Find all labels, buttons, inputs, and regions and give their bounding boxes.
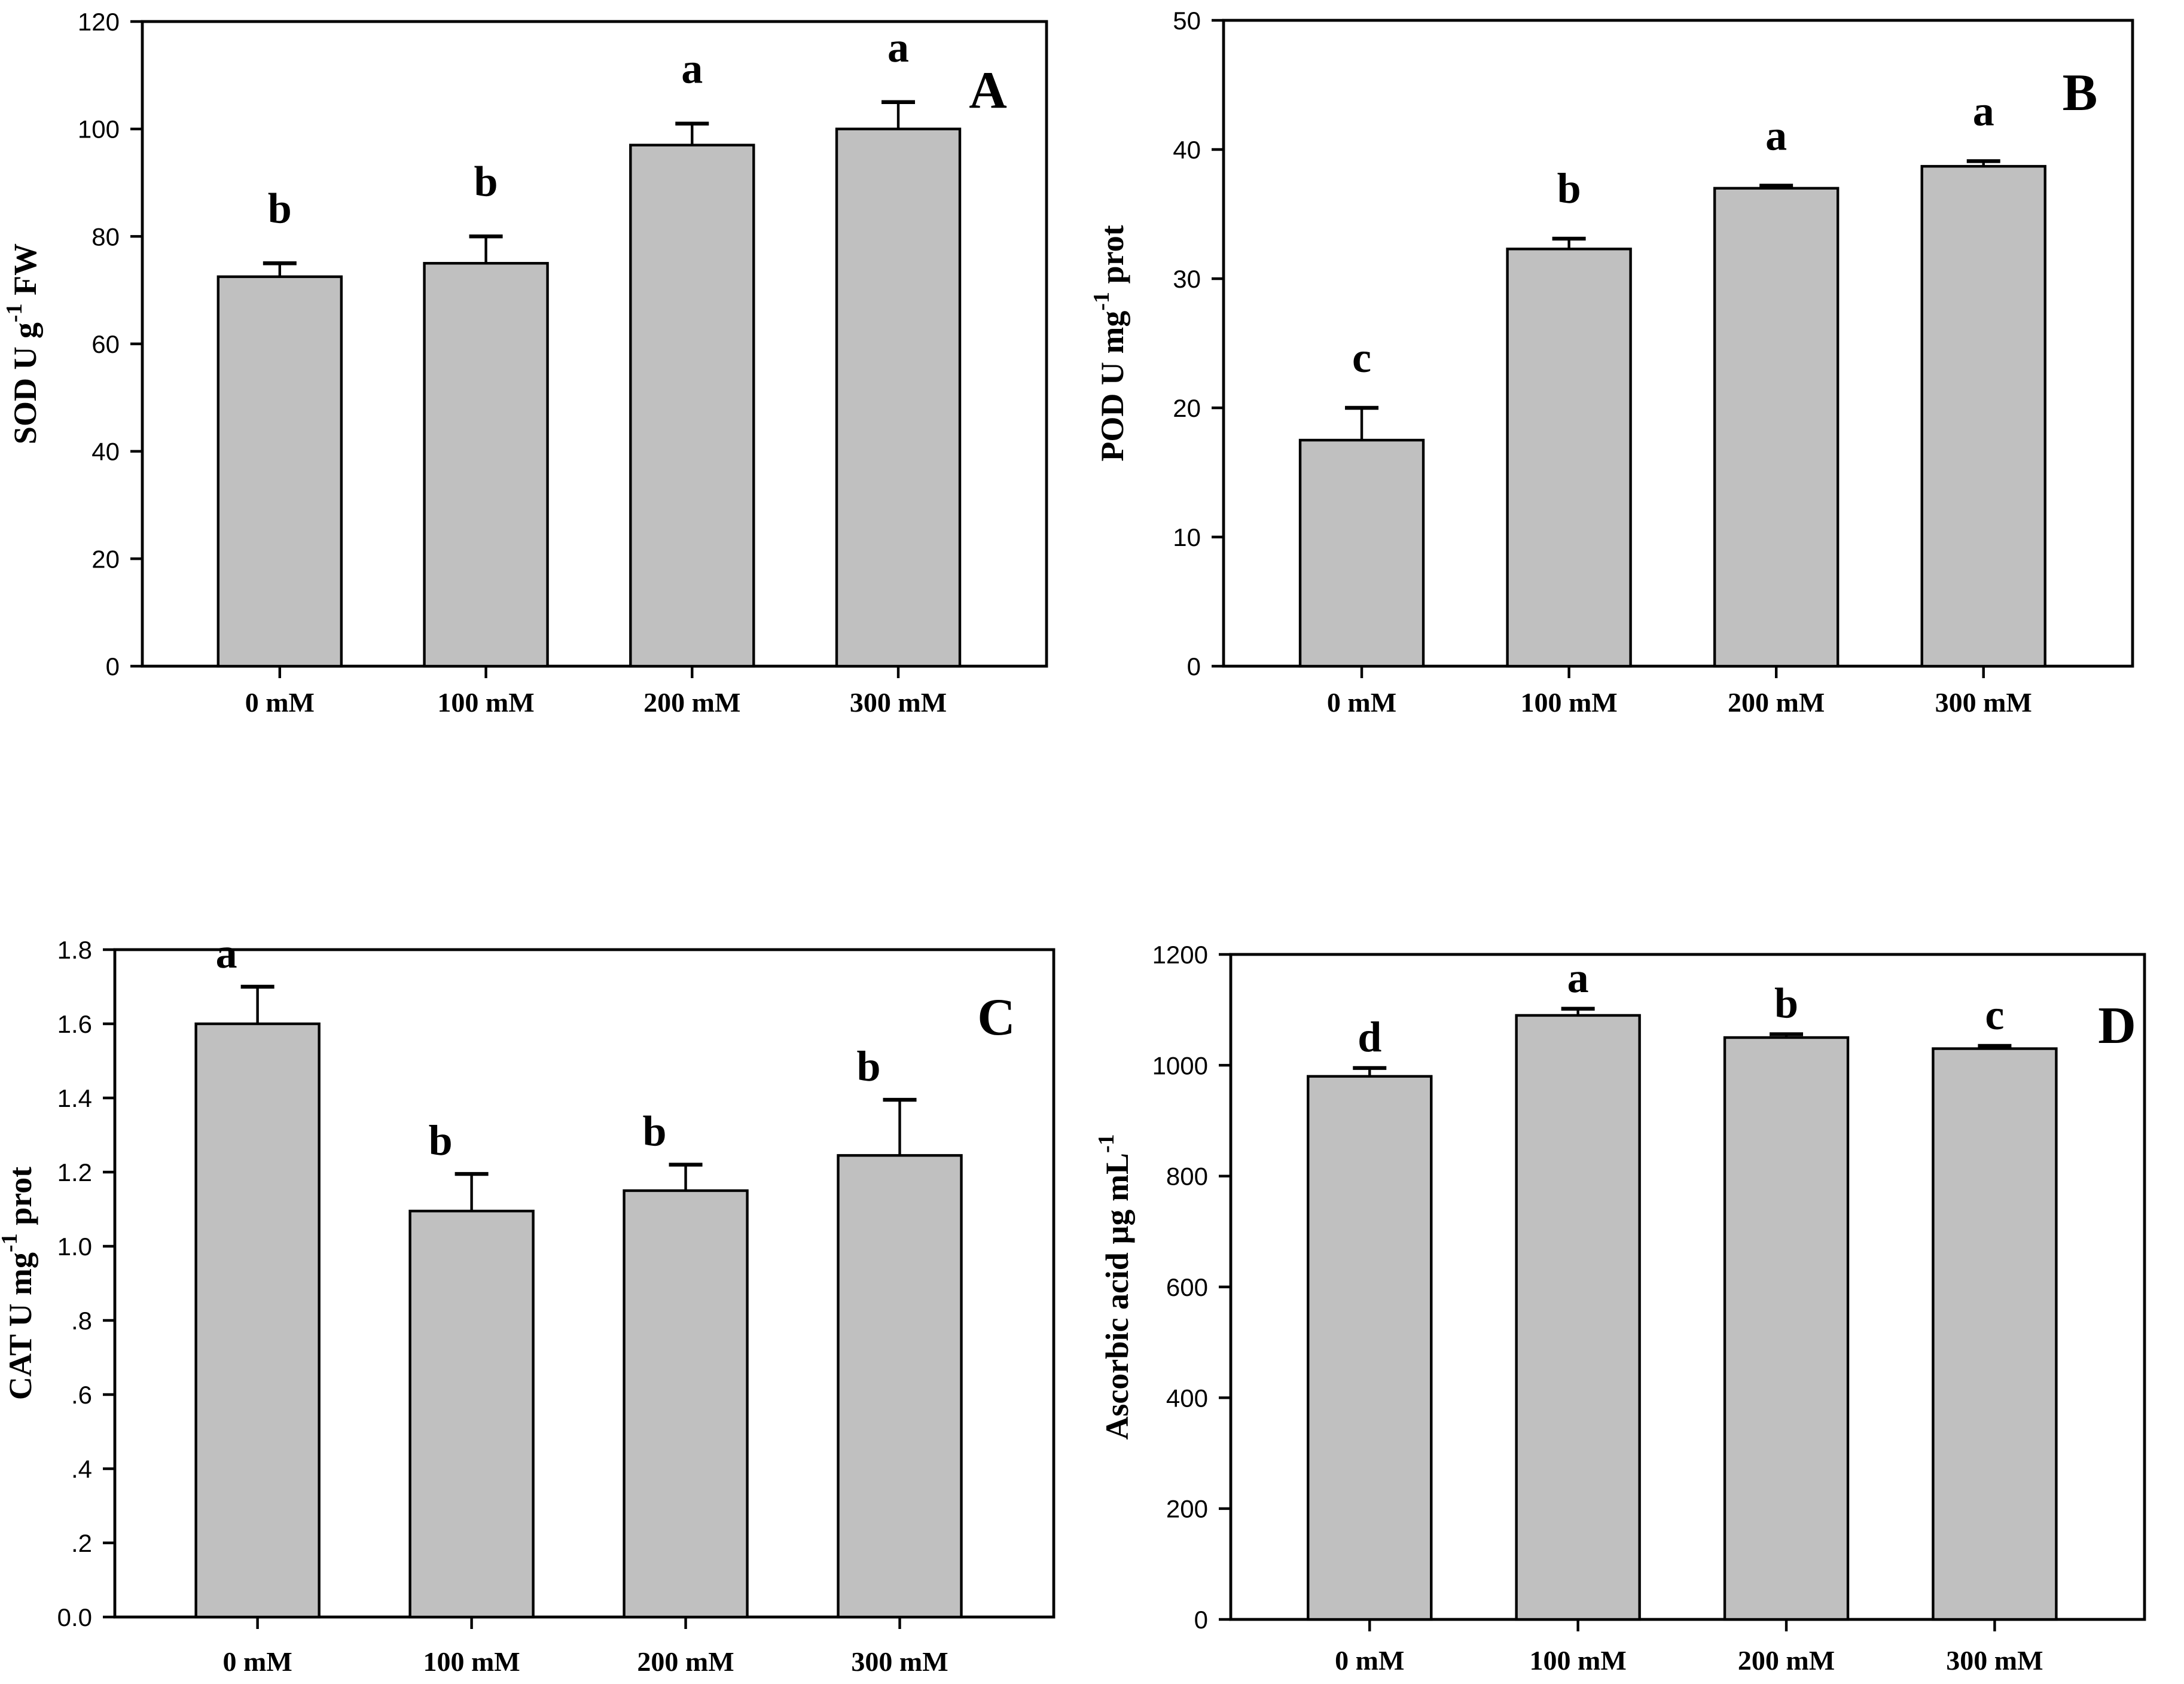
- y-tick-label: 1.6: [57, 1010, 92, 1038]
- bar: [1920, 164, 2046, 668]
- y-tick-label: 1200: [1152, 941, 1208, 969]
- bar: [1307, 1075, 1433, 1621]
- x-category-label: 0 mM: [1327, 687, 1396, 718]
- x-category-label: 0 mM: [245, 687, 315, 718]
- bar: [408, 1209, 535, 1619]
- sig-letter: b: [856, 1042, 880, 1090]
- y-axis-label: SOD U g-1 FW: [2, 243, 43, 444]
- sig-letter: b: [268, 184, 292, 232]
- chart-svg-c: 0.0 .2 .4 .6 .8 1.0 1.2 1.4 1.6 1.8 CAT U mg-1 pro…: [0, 929, 1056, 1677]
- y-tick-label: 0: [1194, 1606, 1208, 1634]
- y-tick-label: .6: [71, 1381, 92, 1409]
- sig-letter: b: [643, 1108, 667, 1155]
- bar: [1932, 1047, 2058, 1621]
- bar: [837, 1154, 963, 1619]
- sig-letter: c: [1352, 334, 1371, 382]
- bar: [623, 1189, 749, 1619]
- bar: [1298, 438, 1425, 668]
- sig-letter: d: [1358, 1013, 1381, 1061]
- y-tick-label: 60: [91, 330, 120, 358]
- x-category-label: 200 mM: [643, 687, 740, 718]
- y-axis-label: POD U mg-1 prot: [1092, 225, 1130, 461]
- bar: [835, 127, 962, 668]
- sig-letter: a: [1765, 111, 1787, 159]
- chart-svg-b: 0 10 20 30 40 50 POD U mg-1 prot c 0 mM b 100 mM a 2…: [1092, 7, 2134, 718]
- sig-letter: b: [429, 1116, 453, 1164]
- x-category-label: 100 mM: [423, 1646, 520, 1677]
- y-tick-label: 600: [1166, 1273, 1208, 1301]
- y-tick-label: 0: [106, 652, 120, 681]
- axis-box: [1222, 19, 2134, 668]
- panel-c: 0.0 .2 .4 .6 .8 1.0 1.2 1.4 1.6 1.8 CAT U mg-1 pro…: [0, 842, 1092, 1684]
- y-tick-label: 20: [91, 545, 120, 573]
- x-category-label: 100 mM: [1520, 687, 1617, 718]
- y-tick-label: 40: [1173, 136, 1201, 164]
- panel-letter: B: [2063, 64, 2098, 122]
- y-tick-label: 400: [1166, 1384, 1208, 1412]
- y-tick-label: 1000: [1152, 1051, 1208, 1079]
- y-tick-label: 100: [78, 115, 120, 144]
- bar: [629, 144, 755, 668]
- y-tick-label: 1.4: [57, 1084, 92, 1112]
- bar: [1515, 1014, 1641, 1621]
- y-tick-label: 20: [1173, 394, 1201, 422]
- y-tick-label: 10: [1173, 523, 1201, 551]
- sig-letter: a: [1973, 87, 1994, 135]
- x-category-label: 200 mM: [1738, 1645, 1835, 1676]
- sig-letter: b: [474, 157, 498, 205]
- bar: [1506, 248, 1632, 668]
- bar: [1713, 187, 1840, 668]
- x-category-label: 0 mM: [1335, 1645, 1404, 1676]
- axis-box: [113, 948, 1056, 1619]
- y-tick-label: 30: [1173, 265, 1201, 293]
- panel-a: 0 20 40 60 80 100 120 SOD U g-1 FW b 0 mM b 100 mM a…: [0, 0, 1092, 842]
- y-axis-label: CAT U mg-1 prot: [0, 1167, 38, 1400]
- bar: [1723, 1036, 1850, 1621]
- sig-letter: a: [681, 45, 703, 93]
- bar: [423, 262, 549, 668]
- y-tick-label: 1.8: [57, 936, 92, 964]
- y-tick-label: 1.0: [57, 1233, 92, 1261]
- y-tick-label: 0: [1187, 652, 1201, 681]
- panel-letter: C: [977, 989, 1015, 1047]
- x-category-label: 300 mM: [851, 1646, 948, 1677]
- y-tick-label: 40: [91, 438, 120, 466]
- y-tick-label: .4: [71, 1455, 92, 1483]
- sig-letter: a: [887, 23, 909, 71]
- chart-svg-a: 0 20 40 60 80 100 120 SOD U g-1 FW b 0 mM b 100 mM a…: [2, 8, 1048, 718]
- x-category-label: 300 mM: [1935, 687, 2032, 718]
- y-tick-label: 50: [1173, 7, 1201, 35]
- sig-letter: b: [1557, 164, 1581, 212]
- panel-letter: D: [2098, 997, 2136, 1055]
- panel-d: 0 200 400 600 800 1000 1200 Ascorbic acid µg mL…: [1092, 842, 2184, 1684]
- x-category-label: 300 mM: [1946, 1645, 2043, 1676]
- y-tick-label: 200: [1166, 1495, 1208, 1523]
- panel-letter: A: [969, 62, 1007, 120]
- bar: [216, 275, 343, 668]
- y-tick-label: 0.0: [57, 1603, 92, 1631]
- y-tick-label: .8: [71, 1307, 92, 1335]
- y-tick-label: 1.2: [57, 1158, 92, 1186]
- x-category-label: 300 mM: [850, 687, 947, 718]
- x-category-label: 100 mM: [1530, 1645, 1627, 1676]
- y-tick-label: 80: [91, 222, 120, 251]
- x-category-label: 100 mM: [437, 687, 534, 718]
- x-category-label: 200 mM: [637, 1646, 734, 1677]
- y-tick-label: .2: [71, 1529, 92, 1557]
- bar: [194, 1022, 321, 1619]
- y-tick-label: 800: [1166, 1163, 1208, 1191]
- chart-svg-d: 0 200 400 600 800 1000 1200 Ascorbic acid µg mL…: [1094, 941, 2146, 1676]
- x-category-label: 200 mM: [1728, 687, 1825, 718]
- sig-letter: a: [216, 929, 237, 977]
- panel-b: 0 10 20 30 40 50 POD U mg-1 prot c 0 mM b 100 mM a 2…: [1092, 0, 2184, 842]
- x-category-label: 0 mM: [223, 1646, 292, 1677]
- sig-letter: b: [1774, 979, 1798, 1027]
- sig-letter: a: [1567, 954, 1589, 1002]
- y-tick-label: 120: [78, 8, 120, 36]
- sig-letter: c: [1985, 991, 2004, 1039]
- y-axis-label: Ascorbic acid µg mL-1: [1094, 1134, 1135, 1439]
